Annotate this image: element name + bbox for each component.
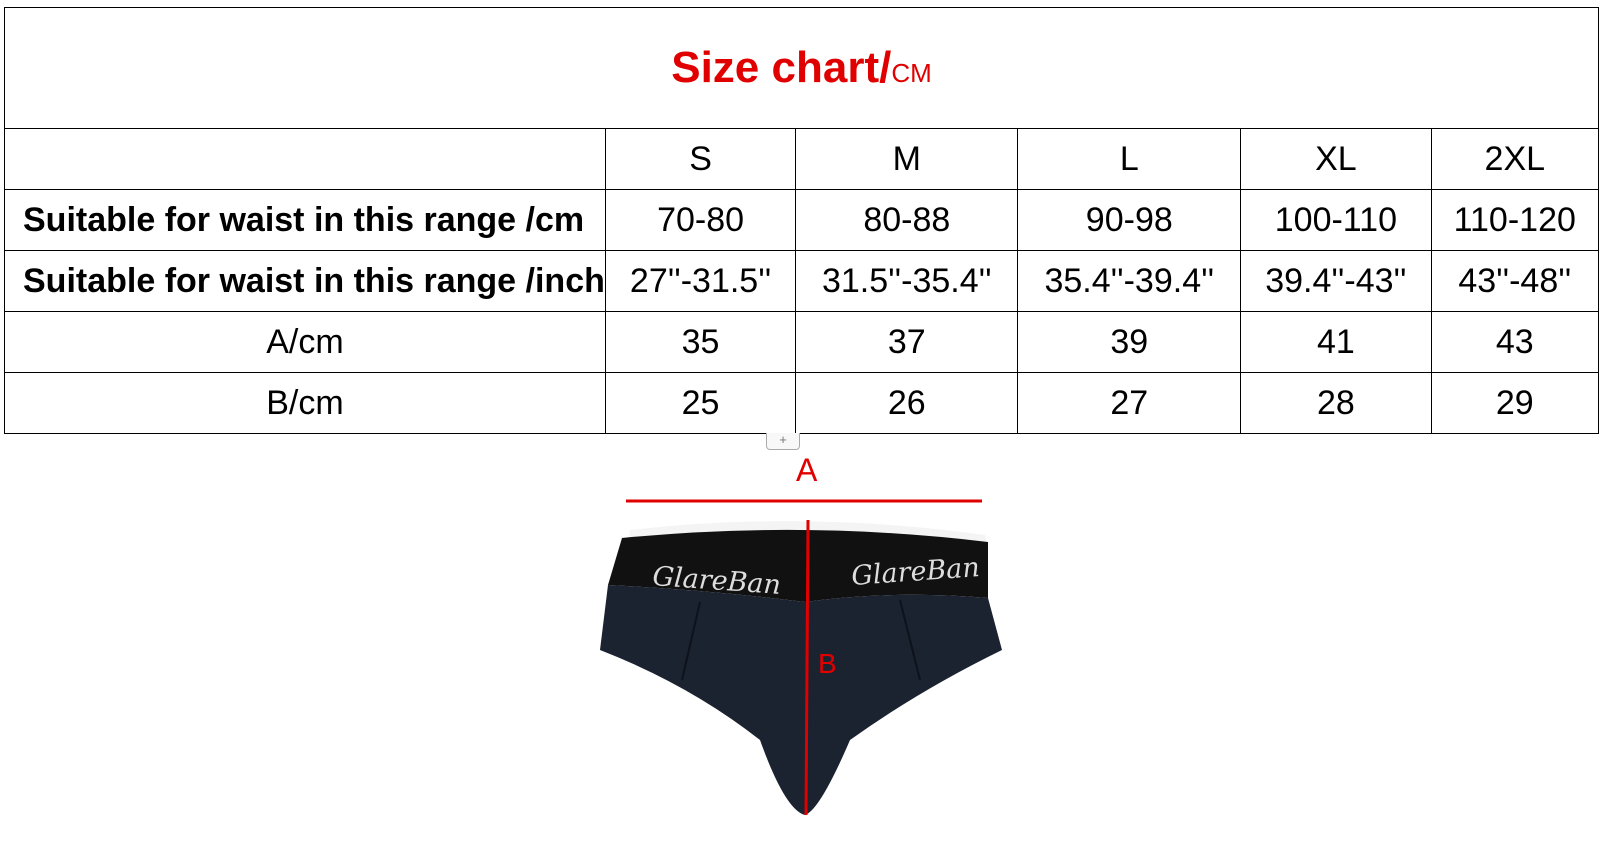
cell: 43 xyxy=(1430,311,1599,373)
row-label: Suitable for waist in this range /cm xyxy=(4,189,606,251)
dimension-label-a: A xyxy=(796,452,818,488)
dimension-line-b xyxy=(804,519,810,816)
cell: 110-120 xyxy=(1430,189,1599,251)
size-header: S xyxy=(604,128,797,190)
row-label: Suitable for waist in this range /inch xyxy=(4,250,606,312)
cell: 31.5''-35.4'' xyxy=(795,250,1019,312)
waistband xyxy=(608,529,988,602)
brief-body xyxy=(600,585,1002,815)
table-title: Size chart/CM xyxy=(4,7,1599,129)
title-unit: CM xyxy=(891,58,932,88)
table-row: Suitable for waist in this range /cm 70-… xyxy=(4,189,1599,251)
cell: 25 xyxy=(604,372,797,434)
cell: 26 xyxy=(795,372,1019,434)
cell: 35.4''-39.4'' xyxy=(1017,250,1242,312)
cell: 39 xyxy=(1017,311,1242,373)
cell: 35 xyxy=(604,311,797,373)
size-header: L xyxy=(1017,128,1242,190)
underwear-diagram: GlareBan GlareBan xyxy=(600,499,1002,816)
size-header: XL xyxy=(1240,128,1432,190)
cell: 90-98 xyxy=(1017,189,1242,251)
cell: 27''-31.5'' xyxy=(604,250,797,312)
cell: 100-110 xyxy=(1240,189,1432,251)
cell: 37 xyxy=(795,311,1019,373)
cell: 29 xyxy=(1430,372,1599,434)
dimension-label-b: B xyxy=(818,648,837,679)
cell: 27 xyxy=(1017,372,1242,434)
size-header-row: S M L XL 2XL xyxy=(4,128,1599,190)
table-row: B/cm 25 26 27 28 29 xyxy=(4,372,1599,434)
cell: 43''-48'' xyxy=(1430,250,1599,312)
table-row: A/cm 35 37 39 41 43 xyxy=(4,311,1599,373)
cell: 41 xyxy=(1240,311,1432,373)
size-header: M xyxy=(795,128,1019,190)
cell: 28 xyxy=(1240,372,1432,434)
row-label: B/cm xyxy=(4,372,606,434)
cell: 70-80 xyxy=(604,189,797,251)
title-text: Size chart/ xyxy=(671,43,892,92)
row-label: A/cm xyxy=(4,311,606,373)
table-row: Suitable for waist in this range /inch 2… xyxy=(4,250,1599,312)
size-header: 2XL xyxy=(1430,128,1599,190)
empty-header-cell xyxy=(4,128,606,190)
size-chart-table: Size chart/CM S M L XL 2XL Suitable for … xyxy=(4,7,1599,434)
add-row-button[interactable]: + xyxy=(766,433,800,450)
cell: 80-88 xyxy=(795,189,1019,251)
cell: 39.4''-43'' xyxy=(1240,250,1432,312)
